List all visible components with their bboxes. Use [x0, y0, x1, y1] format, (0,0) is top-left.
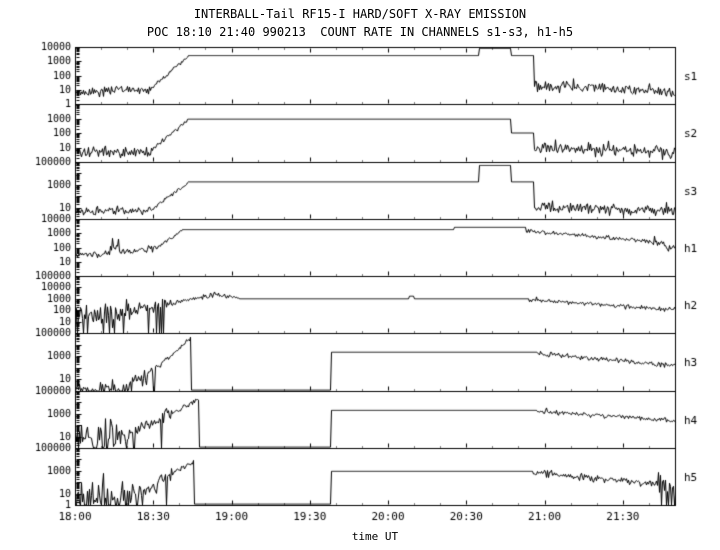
chart-title: INTERBALL-Tail RF15-I HARD/SOFT X-RAY EM… — [193, 7, 527, 21]
x-axis-label: time UT — [351, 530, 399, 543]
chart-subtitle: POC 18:10 21:40 990213 COUNT RATE IN CHA… — [146, 25, 574, 39]
